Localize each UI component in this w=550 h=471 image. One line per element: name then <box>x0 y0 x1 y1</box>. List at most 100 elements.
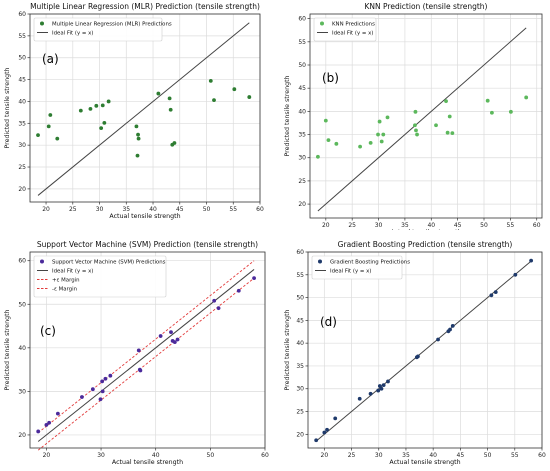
plot-frame <box>309 13 543 219</box>
data-point <box>358 144 362 149</box>
data-point <box>172 340 177 345</box>
y-tick-label: 40 <box>296 340 304 347</box>
x-tick-label: 35 <box>401 222 409 229</box>
data-point <box>413 123 417 128</box>
data-point <box>444 99 448 104</box>
data-point <box>508 109 513 114</box>
data-point <box>232 87 237 92</box>
y-tick-label: 40 <box>18 98 26 105</box>
plot-frame <box>29 13 261 203</box>
data-point <box>80 395 84 399</box>
x-tick-label: 20 <box>43 452 51 459</box>
y-tick-label: 60 <box>296 249 304 256</box>
data-point <box>247 95 252 99</box>
x-tick-label: 40 <box>152 452 160 459</box>
y-tick-label: 55 <box>18 33 26 40</box>
data-point <box>448 327 452 332</box>
data-point <box>376 132 380 137</box>
x-tick-label: 50 <box>484 452 492 459</box>
legend-marker-points <box>40 21 44 26</box>
ideal-fit-line <box>315 260 532 442</box>
data-point <box>94 103 99 108</box>
data-point <box>44 423 49 427</box>
data-point <box>98 397 103 402</box>
data-point <box>108 373 113 378</box>
x-tick-label: 25 <box>348 222 356 229</box>
chart-title: Multiple Linear Regression (MLR) Predict… <box>30 2 260 11</box>
x-tick-label: 60 <box>538 452 546 459</box>
x-tick-label: 40 <box>149 206 157 213</box>
panel-knn: KNN Prediction (tensile strength) 20 25 30 3… <box>280 0 550 236</box>
y-tick-label: 50 <box>18 55 26 62</box>
data-point <box>381 132 386 137</box>
data-point <box>55 136 60 141</box>
data-point <box>216 306 221 311</box>
data-point <box>524 95 529 100</box>
y-tick-label: 20 <box>298 201 306 208</box>
data-point <box>212 298 217 303</box>
data-point <box>78 108 83 113</box>
plus-margin-line <box>37 260 255 434</box>
y-tick-label: 45 <box>18 77 26 84</box>
data-point <box>48 113 53 117</box>
x-axis-label: Actual tensile strength <box>109 213 180 220</box>
x-tick-label: 25 <box>348 452 356 459</box>
legend-box <box>313 17 377 42</box>
y-tick-label: 20 <box>18 186 26 193</box>
data-point <box>46 124 51 129</box>
legend-marker-points <box>320 21 324 26</box>
data-point <box>414 128 418 133</box>
data-point <box>100 103 105 108</box>
data-point <box>169 330 173 335</box>
y-tick-label: 30 <box>18 388 26 395</box>
data-point <box>99 126 104 131</box>
data-point <box>357 396 362 401</box>
chart-title: Gradient Boosting Prediction (tensile st… <box>338 240 513 249</box>
data-point <box>138 368 143 373</box>
x-tick-label: 40 <box>429 452 437 459</box>
y-tick-label: 35 <box>18 120 26 127</box>
legend-box <box>33 17 163 42</box>
y-tick-label: 30 <box>18 142 26 149</box>
data-point <box>134 124 139 129</box>
data-point <box>386 379 390 384</box>
y-tick-label: 25 <box>298 178 306 185</box>
ideal-fit-line <box>37 269 255 442</box>
data-point <box>368 140 373 145</box>
legend-entry: -ε Margin <box>52 287 77 293</box>
panel-label: (c) <box>40 324 56 338</box>
data-point <box>212 98 216 103</box>
data-point <box>100 379 105 384</box>
data-point <box>322 430 327 435</box>
y-tick-label: 45 <box>296 317 304 324</box>
y-tick-label: 40 <box>18 345 26 352</box>
y-tick-label: 35 <box>298 132 306 139</box>
panel-mlr: Multiple Linear Regression (MLR) Predict… <box>0 0 270 230</box>
data-point <box>47 420 52 425</box>
data-point <box>316 154 320 159</box>
data-point <box>493 290 498 295</box>
data-point <box>413 109 418 114</box>
data-point <box>136 136 141 141</box>
y-tick-label: 25 <box>18 164 26 171</box>
legend-entry: Multiple Linear Regression (MLR) Predict… <box>52 22 172 28</box>
data-point <box>36 429 41 434</box>
x-tick-label: 45 <box>457 452 465 459</box>
data-point <box>36 133 40 138</box>
data-point <box>167 96 172 101</box>
legend-box <box>311 255 403 280</box>
data-point <box>326 138 331 143</box>
x-tick-label: 20 <box>42 206 50 213</box>
legend-marker-points <box>318 259 322 264</box>
x-tick-label: 25 <box>69 206 77 213</box>
x-tick-label: 35 <box>402 452 410 459</box>
legend-entry: Support Vector Machine (SVM) Predictions <box>52 260 166 266</box>
y-tick-label: 55 <box>296 272 304 279</box>
gb-chart: Gradient Boosting Prediction (tensile st… <box>284 240 546 466</box>
y-tick-label: 50 <box>18 301 26 308</box>
legend-entry: Ideal Fit (y = x) <box>330 269 371 275</box>
y-axis-label: Predicted tensile strength <box>4 67 11 148</box>
panel-label: (d) <box>320 315 337 329</box>
y-axis-label: Predicted tensile strength <box>284 75 291 156</box>
y-tick-label: 30 <box>296 386 304 393</box>
